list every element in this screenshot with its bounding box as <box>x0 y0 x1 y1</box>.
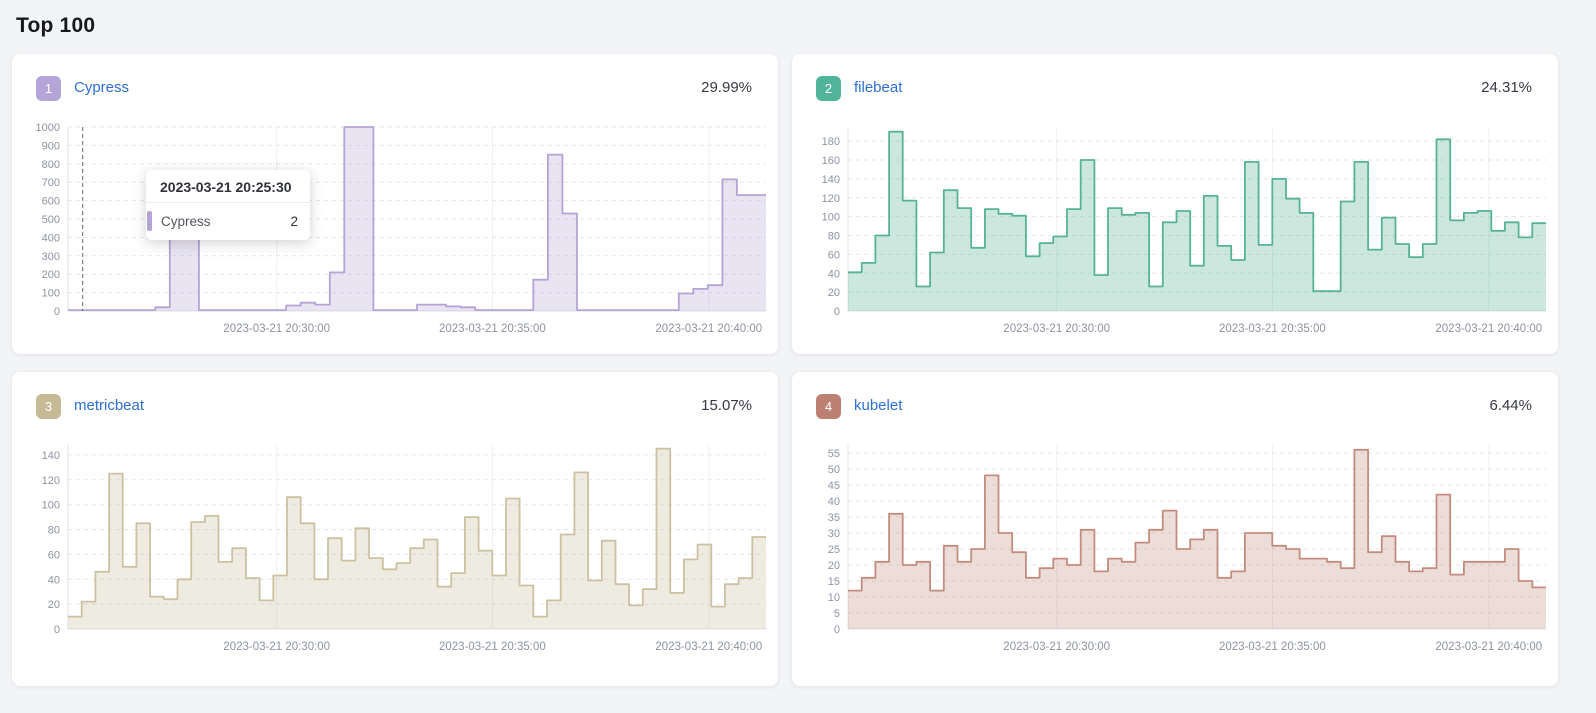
rank-badge: 1 <box>36 76 61 101</box>
svg-text:0: 0 <box>834 624 840 636</box>
page-title: Top 100 <box>16 14 96 37</box>
svg-text:5: 5 <box>834 608 840 620</box>
svg-text:600: 600 <box>42 196 60 208</box>
svg-text:0: 0 <box>54 306 60 318</box>
svg-text:140: 140 <box>822 174 840 186</box>
svg-text:60: 60 <box>48 549 60 561</box>
chart-card-metricbeat: 3 metricbeat 15.07% 0 20 40 60 80 100 120 140 20… <box>12 372 778 686</box>
series-marker <box>147 211 152 231</box>
charts-grid: 1 Cypress 29.99% 0 100 200 300 400 500 600 700 8… <box>12 54 1596 686</box>
chart-area[interactable]: 0 20 40 60 80 100 120 140 160 180 2023-03-21 20:30… <box>792 114 1558 354</box>
svg-text:2023-03-21 20:40:00: 2023-03-21 20:40:00 <box>655 641 762 653</box>
rank-badge: 2 <box>816 76 841 101</box>
series-link[interactable]: metricbeat <box>74 397 145 414</box>
svg-text:100: 100 <box>822 212 840 224</box>
svg-text:120: 120 <box>822 193 840 205</box>
svg-text:40: 40 <box>828 496 840 508</box>
svg-text:80: 80 <box>828 231 840 243</box>
svg-text:2023-03-21 20:40:00: 2023-03-21 20:40:00 <box>655 323 762 335</box>
svg-text:2023-03-21 20:30:00: 2023-03-21 20:30:00 <box>1003 641 1110 653</box>
svg-text:15: 15 <box>828 576 840 588</box>
svg-text:180: 180 <box>822 136 840 148</box>
chart-canvas[interactable]: 0 20 40 60 80 100 120 140 2023-03-21 20:30:00 202… <box>12 432 778 672</box>
card-header: 4 kubelet 6.44% <box>792 372 1558 432</box>
tooltip-row: Cypress 2 <box>146 203 310 240</box>
svg-text:20: 20 <box>828 287 840 299</box>
chart-canvas[interactable]: 0 5 10 15 20 25 30 35 40 45 50 55 2023-03-21 20:30:0… <box>792 432 1558 672</box>
chart-card-filebeat: 2 filebeat 24.31% 0 20 40 60 80 100 120 140 160 1… <box>792 54 1558 354</box>
series-link[interactable]: filebeat <box>854 79 903 96</box>
svg-text:50: 50 <box>828 464 840 476</box>
card-header: 3 metricbeat 15.07% <box>12 372 778 432</box>
svg-text:2023-03-21 20:30:00: 2023-03-21 20:30:00 <box>223 641 330 653</box>
percent-value: 15.07% <box>701 397 752 414</box>
svg-text:2023-03-21 20:35:00: 2023-03-21 20:35:00 <box>439 641 546 653</box>
svg-text:100: 100 <box>42 288 60 300</box>
svg-text:400: 400 <box>42 232 60 244</box>
svg-text:2023-03-21 20:35:00: 2023-03-21 20:35:00 <box>1219 641 1326 653</box>
svg-text:160: 160 <box>822 155 840 167</box>
percent-value: 24.31% <box>1481 79 1532 96</box>
card-header: 2 filebeat 24.31% <box>792 54 1558 114</box>
svg-text:200: 200 <box>42 269 60 281</box>
card-header: 1 Cypress 29.99% <box>12 54 778 114</box>
svg-text:10: 10 <box>828 592 840 604</box>
svg-text:2023-03-21 20:40:00: 2023-03-21 20:40:00 <box>1435 641 1542 653</box>
svg-text:0: 0 <box>54 624 60 636</box>
rank-badge: 4 <box>816 394 841 419</box>
svg-text:20: 20 <box>48 599 60 611</box>
svg-text:700: 700 <box>42 177 60 189</box>
chart-area[interactable]: 0 100 200 300 400 500 600 700 800 900 1000 2023-03-… <box>12 114 778 354</box>
chart-tooltip: 2023-03-21 20:25:30 Cypress 2 <box>146 170 310 240</box>
chart-card-kubelet: 4 kubelet 6.44% 0 5 10 15 20 25 30 35 40 45 50 55 20… <box>792 372 1558 686</box>
svg-text:55: 55 <box>828 448 840 460</box>
svg-text:120: 120 <box>42 475 60 487</box>
svg-text:800: 800 <box>42 159 60 171</box>
series-link[interactable]: Cypress <box>74 79 130 96</box>
svg-text:2023-03-21 20:40:00: 2023-03-21 20:40:00 <box>1435 323 1542 335</box>
chart-canvas[interactable]: 0 100 200 300 400 500 600 700 800 900 1000 2023-03-… <box>12 114 778 354</box>
svg-text:30: 30 <box>828 528 840 540</box>
svg-text:2023-03-21 20:35:00: 2023-03-21 20:35:00 <box>439 323 546 335</box>
svg-text:900: 900 <box>42 140 60 152</box>
svg-text:300: 300 <box>42 251 60 263</box>
svg-text:100: 100 <box>42 500 60 512</box>
tooltip-series-value: 2 <box>290 213 298 229</box>
chart-area[interactable]: 0 20 40 60 80 100 120 140 2023-03-21 20:30:00 202… <box>12 432 778 672</box>
svg-text:140: 140 <box>42 450 60 462</box>
svg-text:2023-03-21 20:35:00: 2023-03-21 20:35:00 <box>1219 323 1326 335</box>
svg-text:2023-03-21 20:30:00: 2023-03-21 20:30:00 <box>223 323 330 335</box>
chart-area[interactable]: 0 5 10 15 20 25 30 35 40 45 50 55 2023-03-21 20:30:0… <box>792 432 1558 672</box>
svg-text:0: 0 <box>834 306 840 318</box>
svg-text:20: 20 <box>828 560 840 572</box>
percent-value: 29.99% <box>701 79 752 96</box>
svg-text:2023-03-21 20:30:00: 2023-03-21 20:30:00 <box>1003 323 1110 335</box>
chart-card-cypress: 1 Cypress 29.99% 0 100 200 300 400 500 600 700 8… <box>12 54 778 354</box>
svg-text:40: 40 <box>48 574 60 586</box>
tooltip-series-name: Cypress <box>161 213 211 229</box>
svg-text:60: 60 <box>828 249 840 261</box>
rank-badge: 3 <box>36 394 61 419</box>
series-link[interactable]: kubelet <box>854 397 903 414</box>
svg-text:80: 80 <box>48 525 60 537</box>
percent-value: 6.44% <box>1489 397 1532 414</box>
svg-text:25: 25 <box>828 544 840 556</box>
svg-text:1000: 1000 <box>36 122 60 134</box>
svg-text:40: 40 <box>828 268 840 280</box>
chart-canvas[interactable]: 0 20 40 60 80 100 120 140 160 180 2023-03-21 20:30… <box>792 114 1558 354</box>
svg-text:35: 35 <box>828 512 840 524</box>
svg-text:45: 45 <box>828 480 840 492</box>
svg-text:500: 500 <box>42 214 60 226</box>
tooltip-timestamp: 2023-03-21 20:25:30 <box>146 170 310 203</box>
